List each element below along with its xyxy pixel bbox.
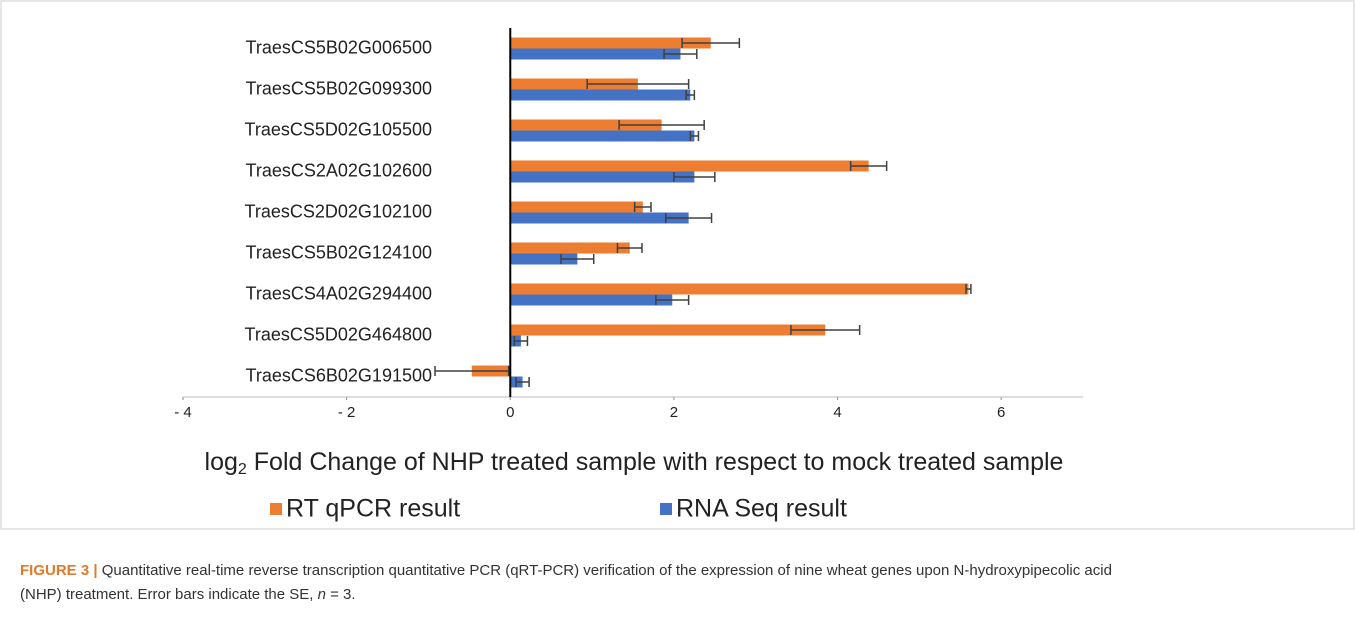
y-tick-label: TraesCS5D02G464800 bbox=[245, 324, 432, 344]
frame bbox=[0, 0, 1355, 530]
bar bbox=[510, 283, 969, 295]
caption-text: (NHP) treatment. Error bars indicate the… bbox=[20, 586, 318, 603]
x-tick-label: 6 bbox=[997, 404, 1005, 421]
x-tick-label: 2 bbox=[670, 404, 678, 421]
caption-text: = 3. bbox=[326, 586, 356, 603]
legend-label: RT qPCR result bbox=[286, 495, 460, 523]
y-tick-label: TraesCS2D02G102100 bbox=[245, 201, 432, 221]
y-tick-label: TraesCS5B02G099300 bbox=[246, 78, 432, 98]
caption-line-2: (NHP) treatment. Error bars indicate the… bbox=[20, 586, 356, 603]
caption-label: FIGURE 3 | bbox=[20, 562, 98, 579]
x-tick-label: - 4 bbox=[174, 404, 192, 421]
bar bbox=[510, 130, 695, 142]
y-tick-label: TraesCS5D02G105500 bbox=[245, 119, 432, 139]
bar bbox=[510, 253, 578, 265]
bar bbox=[510, 78, 638, 90]
x-tick-label: 0 bbox=[506, 404, 514, 421]
x-title-rest: Fold Change of NHP treated sample with r… bbox=[247, 448, 1064, 476]
caption-text: Quantitative real-time reverse transcrip… bbox=[98, 562, 1112, 579]
y-tick-label: TraesCS2A02G102600 bbox=[246, 160, 432, 180]
bar bbox=[510, 37, 711, 49]
caption-n: n bbox=[318, 586, 326, 603]
bar bbox=[510, 212, 689, 224]
bar bbox=[510, 160, 869, 172]
bar bbox=[510, 242, 630, 254]
caption-line-1: FIGURE 3 | Quantitative real-time revers… bbox=[20, 562, 1112, 579]
x-title-sub: 2 bbox=[238, 461, 247, 478]
bar bbox=[510, 89, 691, 101]
bar bbox=[510, 48, 681, 60]
legend-swatch bbox=[270, 503, 282, 515]
y-tick-label: TraesCS6B02G191500 bbox=[246, 365, 432, 385]
y-tick-label: TraesCS5B02G006500 bbox=[246, 37, 432, 57]
legend-label: RNA Seq result bbox=[676, 495, 847, 523]
x-tick-label: - 2 bbox=[338, 404, 356, 421]
bar bbox=[510, 171, 695, 183]
legend-swatch bbox=[660, 503, 672, 515]
bar bbox=[510, 324, 826, 336]
y-tick-label: TraesCS5B02G124100 bbox=[246, 242, 432, 262]
bar bbox=[510, 294, 673, 306]
x-tick-label: 4 bbox=[833, 404, 841, 421]
x-axis-title: log2 Fold Change of NHP treated sample w… bbox=[205, 448, 1064, 479]
bar bbox=[510, 201, 643, 213]
y-tick-label: TraesCS4A02G294400 bbox=[246, 283, 432, 303]
x-title-base: log bbox=[205, 448, 238, 476]
bar bbox=[510, 119, 662, 131]
